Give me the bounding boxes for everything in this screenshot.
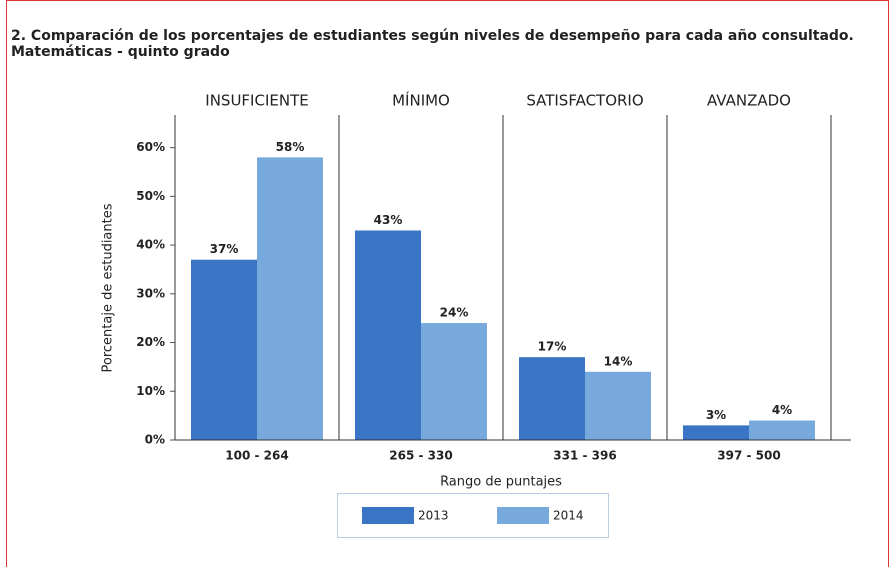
legend-label: 2014 — [553, 509, 584, 523]
bar — [421, 323, 487, 440]
bar — [355, 230, 421, 440]
x-tick-label: 331 - 396 — [553, 449, 616, 463]
value-label: 37% — [210, 242, 239, 256]
value-label: 24% — [440, 306, 469, 320]
bar — [257, 157, 323, 441]
group-label: SATISFACTORIO — [526, 92, 643, 110]
group-label: AVANZADO — [707, 92, 791, 110]
bar — [519, 357, 585, 440]
value-label: 14% — [604, 354, 633, 368]
x-tick-label: 100 - 264 — [225, 449, 288, 463]
bar — [191, 259, 257, 440]
y-axis-label: Porcentaje de estudiantes — [101, 203, 116, 372]
legend — [337, 493, 609, 538]
legend-swatch — [497, 507, 549, 524]
y-tick-label: 10% — [136, 384, 165, 398]
y-tick-label: 30% — [136, 286, 165, 300]
x-tick-label: 265 - 330 — [389, 449, 452, 463]
group-label: MÍNIMO — [392, 91, 450, 110]
value-label: 58% — [276, 140, 305, 154]
y-tick-label: 20% — [136, 335, 165, 349]
x-tick-label: 397 - 500 — [717, 449, 780, 463]
chart-title: 2. Comparación de los porcentajes de est… — [11, 28, 854, 44]
y-tick-label: 50% — [136, 189, 165, 203]
y-tick-label: 0% — [145, 433, 165, 447]
chart-subtitle: Matemáticas - quinto grado — [11, 44, 230, 60]
value-label: 17% — [538, 340, 567, 354]
y-tick-label: 40% — [136, 238, 165, 252]
bar — [749, 420, 815, 440]
legend-label: 2013 — [418, 509, 449, 523]
value-label: 43% — [374, 213, 403, 227]
bar — [585, 371, 651, 440]
bar — [683, 425, 749, 440]
page-border — [6, 0, 889, 567]
y-tick-label: 60% — [136, 140, 165, 154]
value-label: 4% — [772, 403, 792, 417]
legend-swatch — [362, 507, 414, 524]
value-label: 3% — [706, 408, 726, 422]
x-axis-label: Rango de puntajes — [440, 475, 562, 490]
group-label: INSUFICIENTE — [205, 92, 308, 110]
